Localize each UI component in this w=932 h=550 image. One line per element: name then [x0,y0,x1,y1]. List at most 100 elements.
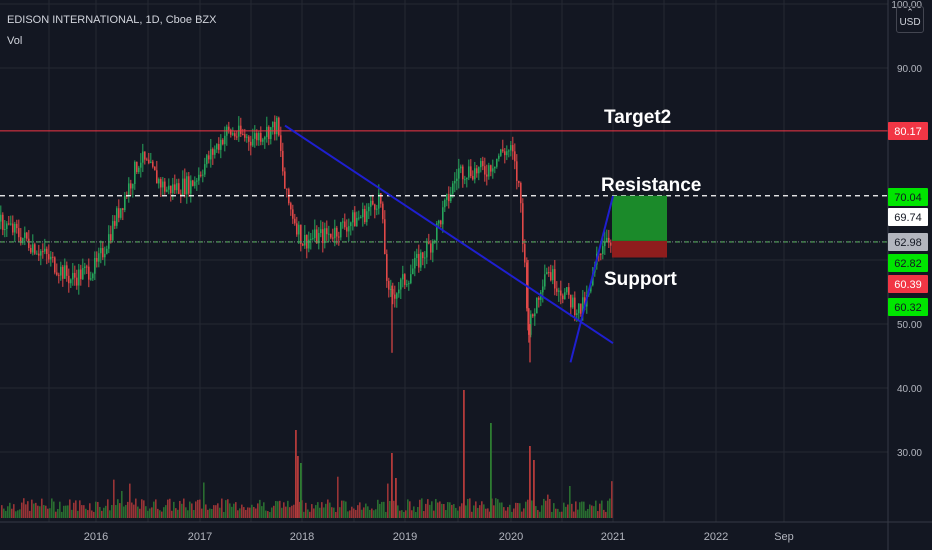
candle-body [62,266,64,279]
candle-body [422,252,424,259]
candle-body [124,195,126,210]
candle-body [446,194,448,200]
candle-body [534,313,536,317]
volume-bars [1,390,613,518]
candle-body [172,184,174,194]
candle-body [384,219,386,255]
volume-indicator-label[interactable]: Vol [7,35,23,47]
candle-body [566,287,568,293]
volume-bar [361,509,363,518]
candle-body [258,132,260,141]
price-label: 80.17 [894,126,922,138]
candle-body [248,136,250,142]
volume-bar [149,508,151,518]
volume-bar [67,505,69,518]
candle-body [402,274,404,280]
volume-bar [611,481,613,518]
volume-bar [299,501,301,518]
volume-bar [265,510,267,518]
candle-body [264,137,266,140]
candle-body [182,178,184,196]
volume-bar [359,502,361,518]
candle-body [36,253,38,255]
volume-bar [155,499,157,518]
candle-body [462,166,464,180]
candle-body [530,314,532,335]
candle-body [460,166,462,169]
candle-body [244,134,246,138]
volume-bar [17,510,19,518]
volume-bar [103,507,105,518]
candle-body [2,214,4,230]
volume-bar [147,510,149,518]
volume-bar [421,498,423,518]
candle-body [536,297,538,314]
volume-bar [245,509,247,518]
candle-body [60,266,62,276]
candle-body [86,266,88,268]
volume-bar [307,509,309,518]
candle-body [274,121,276,135]
candle-body [400,279,402,290]
volume-bar [603,509,605,518]
candle-body [166,189,168,192]
candle-body [50,256,52,260]
candle-body [46,248,48,255]
volume-bar [137,506,139,518]
candle-body [494,166,496,169]
volume-bar [561,511,563,518]
annotation-resistance: Resistance [601,175,701,196]
candle-body [74,272,76,278]
volume-bar [257,503,259,518]
x-tick-label: 2016 [84,531,108,543]
candle-body [240,125,242,134]
candle-body [312,238,314,240]
candle-body [156,170,158,184]
candle-body [24,232,26,238]
currency-button[interactable]: ⌃ USD [896,6,924,33]
volume-bar [505,510,507,518]
candle-body [194,181,196,186]
candle-body [470,166,472,177]
volume-bar [471,511,473,518]
volume-bar [557,508,559,518]
candle-body [368,206,370,212]
candle-body [440,220,442,225]
candle-body [68,275,70,284]
volume-bar [73,502,75,518]
volume-bar [167,499,169,518]
volume-bar [69,499,71,518]
volume-bar [141,499,143,518]
candle-body [430,243,432,253]
candle-body [394,294,396,299]
volume-bar [473,505,475,518]
candle-body [414,257,416,269]
volume-bar [165,505,167,518]
volume-bar [313,508,315,518]
candle-body [184,178,186,195]
volume-bar [93,511,95,518]
volume-bar [449,502,451,518]
volume-bar [419,499,421,518]
volume-bar [211,508,213,518]
volume-bar [283,502,285,518]
trendlines [284,124,614,363]
volume-bar [569,486,571,518]
volume-bar [499,502,501,518]
candle-body [606,237,608,242]
volume-bar [547,494,549,518]
x-tick-label: Sep [774,531,794,543]
volume-bar [385,511,387,518]
candle-body [392,288,394,295]
volume-bar [383,501,385,518]
volume-bar [415,511,417,518]
price-label: 69.74 [894,212,922,224]
candle-body [454,180,456,184]
volume-bar [333,507,335,518]
volume-bar [501,502,503,518]
volume-bar [573,511,575,518]
volume-bar [81,505,83,518]
candle-body [390,288,392,290]
volume-bar [553,503,555,518]
